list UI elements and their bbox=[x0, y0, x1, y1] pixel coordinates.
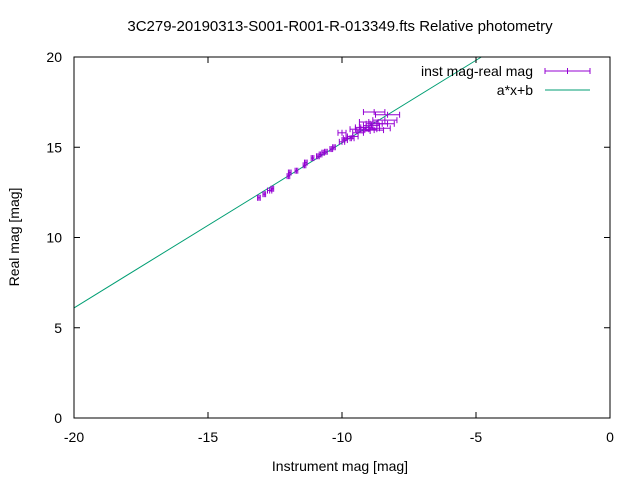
data-point bbox=[372, 117, 398, 124]
legend: inst mag-real mag a*x+b bbox=[421, 63, 591, 98]
data-point bbox=[368, 125, 391, 132]
data-point bbox=[375, 111, 401, 118]
data-point bbox=[270, 185, 275, 192]
x-axis-label: Instrument mag [mag] bbox=[272, 458, 408, 474]
x-tick-label: -20 bbox=[64, 429, 84, 445]
y-tick-label: 15 bbox=[46, 139, 62, 155]
x-tick-label: -15 bbox=[198, 429, 218, 445]
data-point bbox=[287, 169, 292, 176]
data-point bbox=[294, 167, 299, 174]
data-point bbox=[257, 194, 261, 201]
data-point bbox=[324, 148, 328, 155]
data-point bbox=[310, 155, 315, 162]
x-tick-label: 0 bbox=[606, 429, 614, 445]
data-point bbox=[303, 159, 308, 166]
y-tick-label: 10 bbox=[46, 230, 62, 246]
data-point bbox=[262, 191, 267, 198]
data-point bbox=[362, 109, 386, 116]
plot-area bbox=[73, 56, 482, 309]
y-axis-label: Real mag [mag] bbox=[6, 188, 22, 287]
data-point bbox=[337, 129, 347, 136]
y-tick-label: 20 bbox=[46, 49, 62, 65]
y-tick-label: 0 bbox=[54, 410, 62, 426]
x-axis-ticks: -20 -15 -10 -5 0 bbox=[64, 57, 614, 445]
plot-frame bbox=[73, 56, 611, 419]
axes bbox=[73, 56, 611, 419]
x-tick-label: -5 bbox=[470, 429, 483, 445]
legend-label-inst-mag: inst mag-real mag bbox=[421, 63, 533, 79]
y-tick-label: 5 bbox=[54, 320, 62, 336]
fit-line bbox=[73, 56, 482, 309]
x-tick-label: -10 bbox=[332, 429, 352, 445]
chart-title: 3C279-20190313-S001-R001-R-013349.fts Re… bbox=[127, 18, 553, 35]
data-point bbox=[369, 120, 395, 127]
legend-label-fit-line: a*x+b bbox=[497, 82, 533, 98]
y-axis-ticks: 0 5 10 15 20 bbox=[46, 49, 610, 426]
data-point bbox=[332, 144, 336, 151]
